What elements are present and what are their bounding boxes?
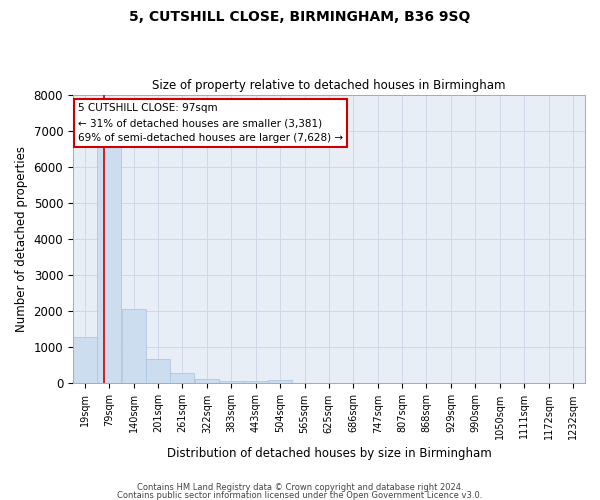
Bar (170, 373, 194, 384)
Y-axis label: Number of detached properties: Number of detached properties (15, 146, 28, 332)
Text: Contains HM Land Registry data © Crown copyright and database right 2024.: Contains HM Land Registry data © Crown c… (137, 483, 463, 492)
Text: 5 CUTSHILL CLOSE: 97sqm
← 31% of detached houses are smaller (3,381)
69% of semi: 5 CUTSHILL CLOSE: 97sqm ← 31% of detache… (78, 103, 343, 143)
Text: Contains public sector information licensed under the Open Government Licence v3: Contains public sector information licen… (118, 490, 482, 500)
Bar (73, 336, 97, 384)
Text: 5, CUTSHILL CLOSE, BIRMINGHAM, B36 9SQ: 5, CUTSHILL CLOSE, BIRMINGHAM, B36 9SQ (130, 10, 470, 24)
Bar (219, 380, 244, 384)
Bar (194, 379, 219, 384)
Bar (97, 147, 121, 384)
Bar (146, 359, 170, 384)
X-axis label: Distribution of detached houses by size in Birmingham: Distribution of detached houses by size … (167, 447, 491, 460)
Title: Size of property relative to detached houses in Birmingham: Size of property relative to detached ho… (152, 79, 506, 92)
Bar (244, 382, 268, 384)
Bar (268, 380, 292, 384)
Bar (122, 310, 146, 384)
